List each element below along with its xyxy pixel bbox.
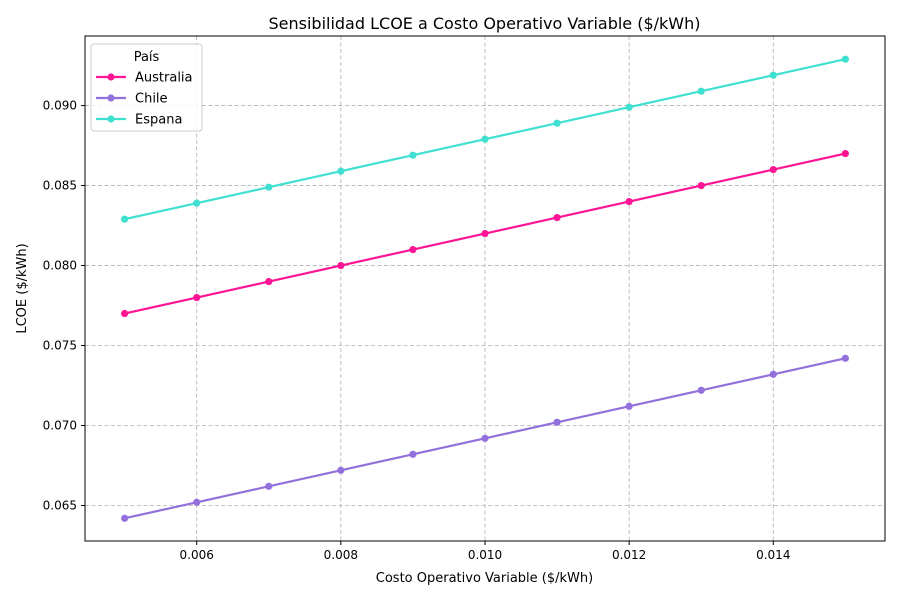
x-tick-label: 0.010 [468,548,502,562]
grid [85,36,885,541]
data-point-chile [121,514,129,522]
data-point-australia [265,277,273,286]
x-axis-label: Costo Operativo Variable ($/kWh) [376,571,593,586]
y-tick-label: 0.065 [43,498,77,512]
data-point-australia [409,245,417,254]
x-axis-ticks: 0.006 0.008 0.010 0.012 0.014 [180,541,790,562]
data-point-australia [193,293,201,302]
data-point-australia [121,309,129,318]
data-point-espana [409,151,417,159]
y-axis-ticks: 0.065 0.070 0.075 0.080 0.085 0.090 [43,99,85,512]
data-point-australia [553,213,561,222]
y-tick-label: 0.070 [43,419,77,433]
data-point-espana [265,183,273,191]
data-point-chile [553,418,561,426]
chart-title: Sensibilidad LCOE a Costo Operativo Vari… [268,14,700,33]
data-point-espana [769,71,777,79]
data-point-australia [337,261,345,270]
data-point-australia [697,181,705,190]
series-espana [121,55,849,223]
legend-label-espana: Espana [135,113,182,128]
series-australia [121,149,849,318]
data-point-espana [553,119,561,127]
data-point-chile [481,434,489,442]
data-point-australia [769,165,777,174]
legend-title: País [134,50,160,65]
data-point-chile [409,450,417,458]
x-tick-label: 0.006 [180,548,214,562]
data-point-chile [625,402,633,410]
data-point-espana [697,87,705,95]
series-chile [121,354,849,522]
data-point-espana [337,167,345,175]
data-point-chile [337,466,345,474]
series-layer [121,55,849,522]
legend-marker-chile [107,94,115,102]
data-point-chile [841,354,849,362]
y-tick-label: 0.075 [43,339,77,353]
data-point-espana [193,199,201,207]
legend-label-chile: Chile [135,92,168,107]
x-tick-label: 0.008 [324,548,358,562]
y-tick-label: 0.085 [43,179,77,193]
data-point-chile [193,498,201,506]
y-tick-label: 0.080 [43,259,77,273]
legend: País Australia Chile Espana [90,43,203,132]
y-tick-label: 0.090 [43,99,77,113]
data-point-australia [841,149,849,158]
data-point-espana [121,215,129,223]
y-axis-label: LCOE ($/kWh) [15,243,30,333]
data-point-chile [769,370,777,378]
data-point-australia [625,197,633,206]
x-tick-label: 0.014 [756,548,790,562]
legend-marker-australia [107,73,115,81]
data-point-espana [481,135,489,143]
legend-label-australia: Australia [135,71,193,86]
data-point-espana [625,103,633,111]
legend-box [90,43,203,132]
data-point-chile [697,386,705,394]
data-point-australia [481,229,489,238]
data-point-espana [841,55,849,63]
data-point-chile [265,482,273,490]
x-tick-label: 0.012 [612,548,646,562]
legend-marker-espana [107,115,115,123]
